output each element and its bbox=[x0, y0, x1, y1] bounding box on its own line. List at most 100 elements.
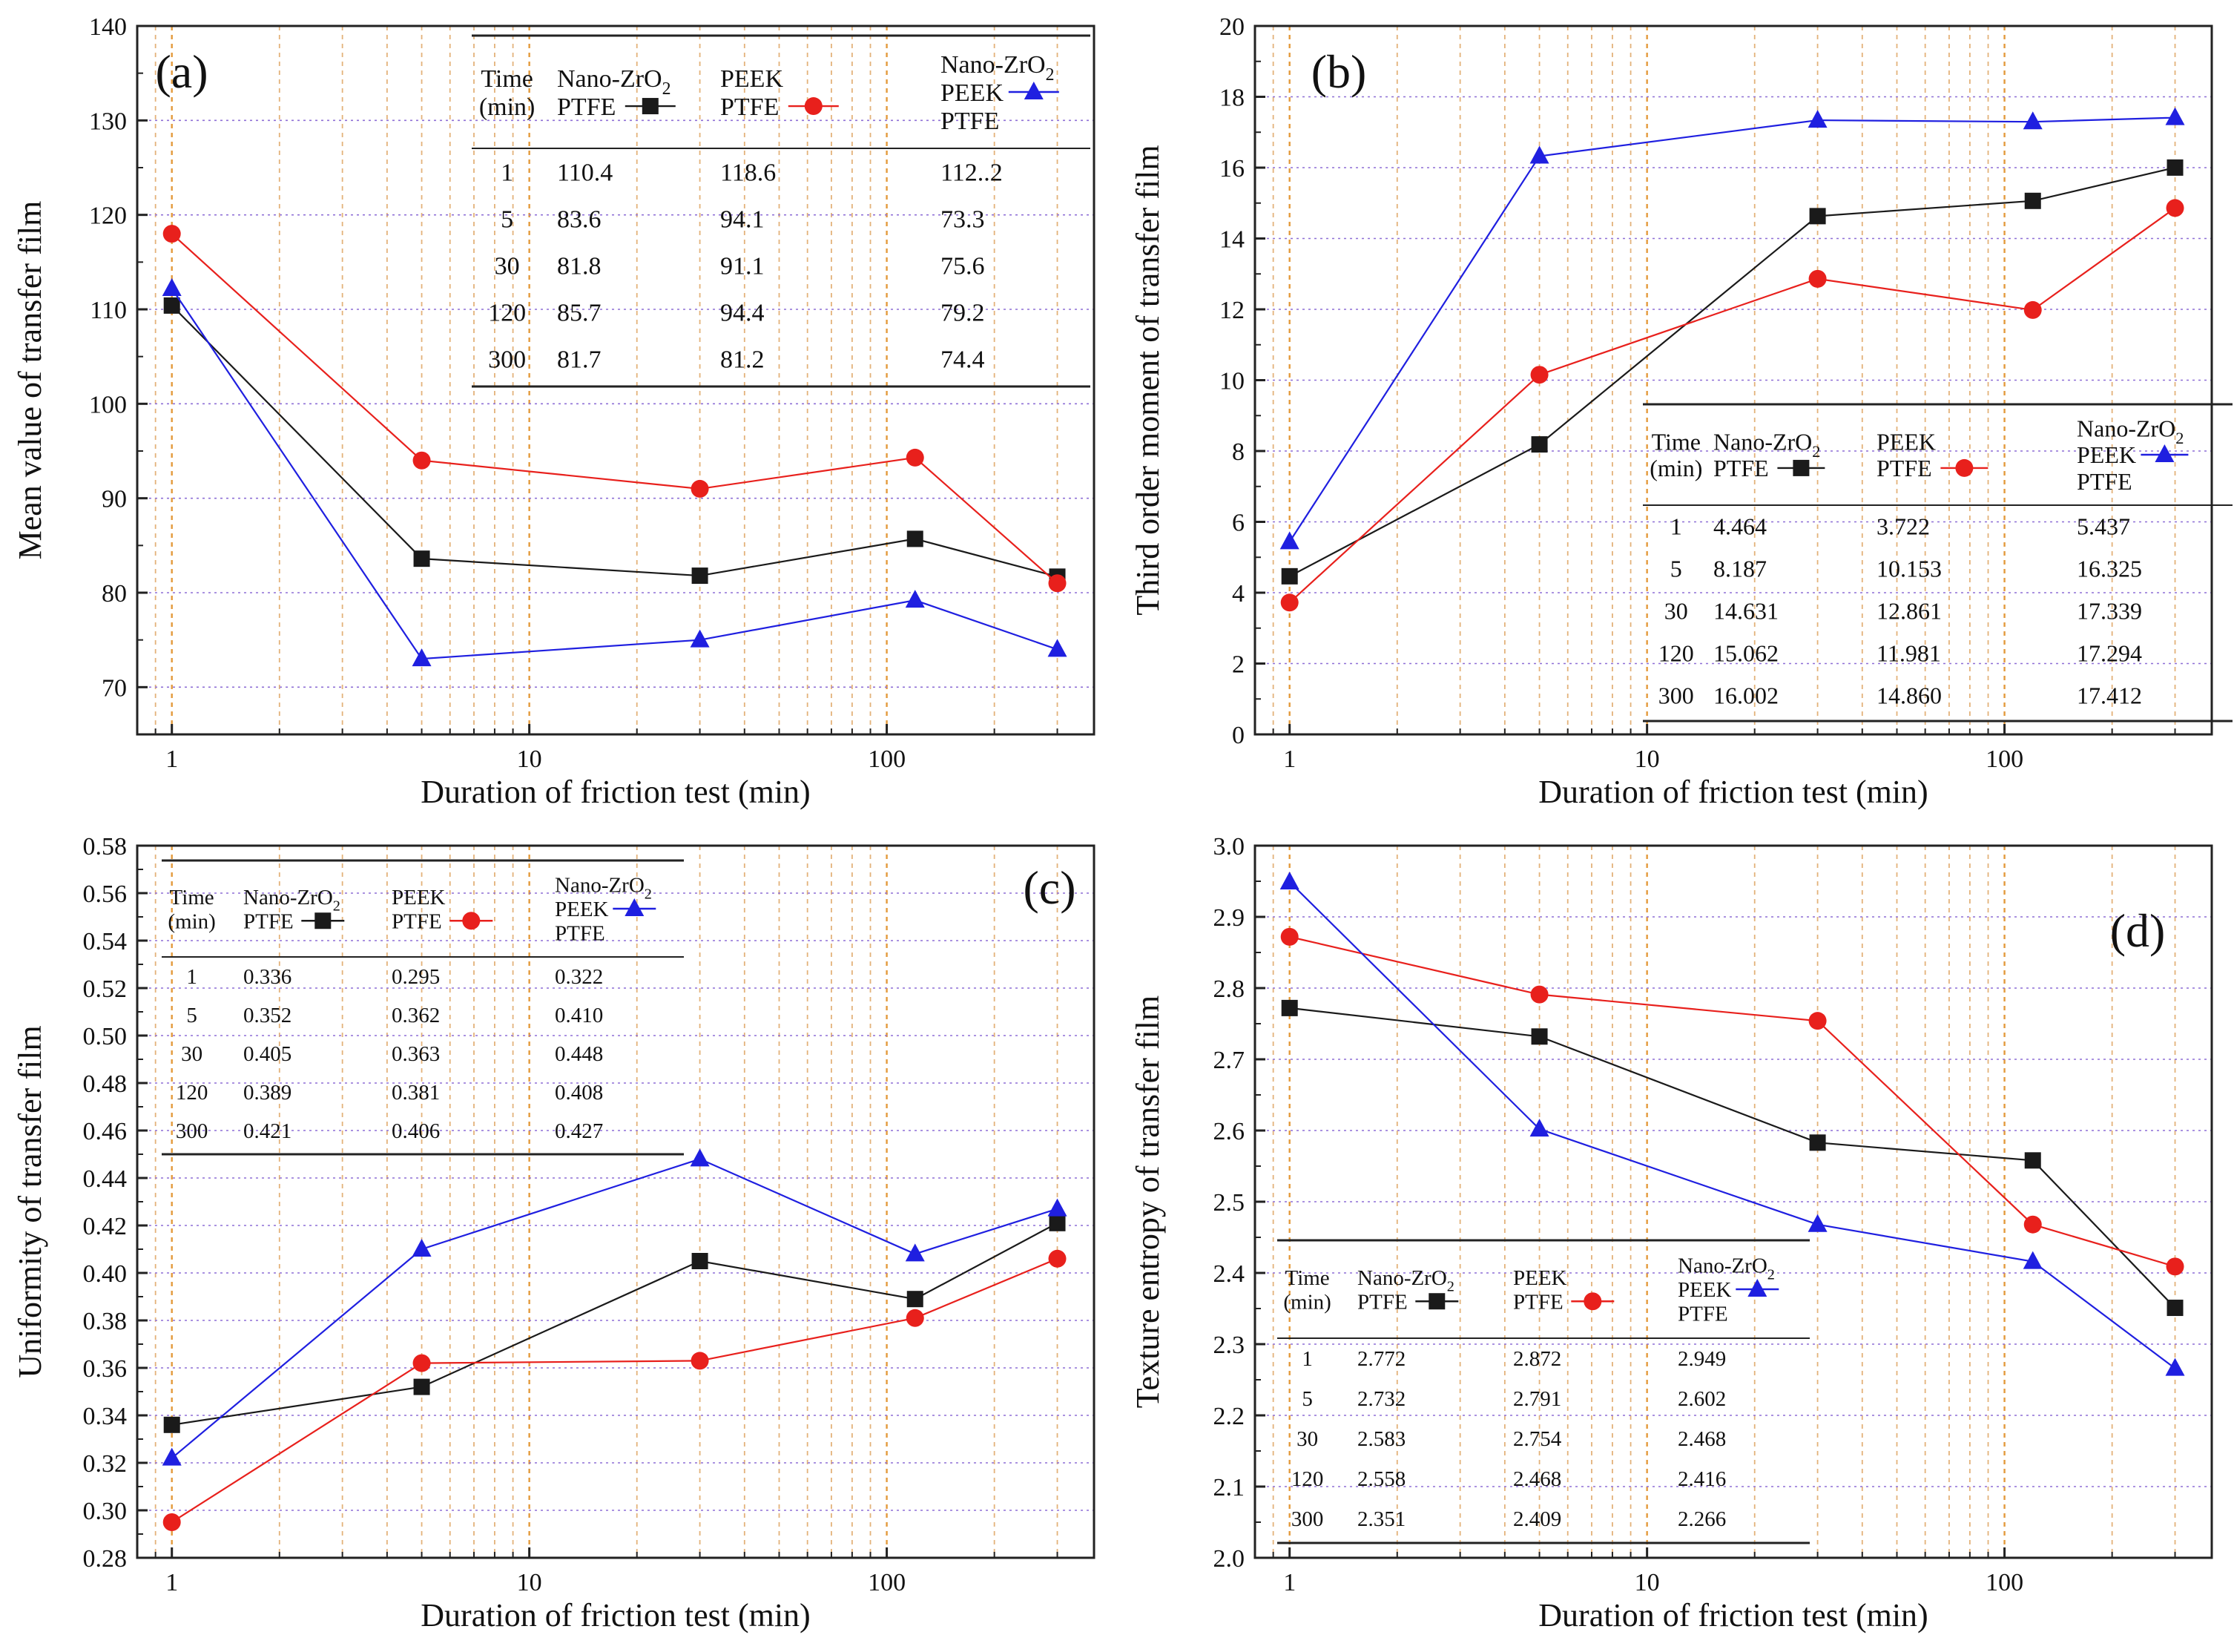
series-nano-zro2-ptfe bbox=[1281, 159, 2184, 585]
table-header-label: PEEK bbox=[1877, 428, 1936, 455]
plot-frame bbox=[136, 24, 1095, 736]
table-cell-value: 85.7 bbox=[557, 299, 602, 326]
x-tick-label: 100 bbox=[868, 1569, 906, 1596]
y-tick-label: 0.44 bbox=[83, 1165, 128, 1193]
data-point bbox=[2023, 111, 2043, 130]
y-axis: 0 2 4 6 8 10 12 14 16 18 20 bbox=[1219, 13, 1265, 749]
table-cell-time: 300 bbox=[488, 346, 526, 373]
table-cell-value: 0.295 bbox=[392, 965, 440, 989]
table-header-label: PTFE bbox=[1513, 1290, 1564, 1314]
table-header-time: Time bbox=[1285, 1266, 1330, 1290]
data-point bbox=[1529, 145, 1549, 164]
data-point bbox=[690, 1148, 710, 1167]
table-cell-time: 5 bbox=[501, 205, 513, 233]
table-cell-value: 81.7 bbox=[557, 346, 602, 373]
x-tick-label: 10 bbox=[1635, 1569, 1660, 1596]
table-cell-time: 30 bbox=[495, 252, 520, 280]
table-cell-value: 112..2 bbox=[940, 159, 1003, 186]
table-header-label: PTFE bbox=[1713, 455, 1769, 481]
table-cell-value: 2.583 bbox=[1357, 1427, 1406, 1451]
y-tick-label: 2.4 bbox=[1213, 1260, 1245, 1288]
table-cell-value: 2.772 bbox=[1357, 1347, 1406, 1371]
data-point bbox=[162, 277, 182, 296]
data-point bbox=[1047, 1198, 1067, 1217]
y-tick-label: 110 bbox=[90, 297, 127, 324]
table-header-label: PEEK bbox=[2077, 441, 2136, 468]
table-cell-time: 5 bbox=[1302, 1387, 1313, 1411]
table-cell-value: 2.949 bbox=[1678, 1347, 1726, 1371]
x-tick-label: 1 bbox=[165, 746, 178, 773]
y-tick-label: 0 bbox=[1232, 722, 1245, 749]
y-tick-label: 18 bbox=[1219, 85, 1245, 112]
table-cell-value: 73.3 bbox=[940, 205, 985, 233]
y-tick-label: 0.36 bbox=[83, 1355, 128, 1383]
y-tick-label: 70 bbox=[102, 674, 127, 702]
y-tick-label: 0.46 bbox=[83, 1118, 128, 1145]
legend-swatch-marker bbox=[1747, 1279, 1767, 1297]
data-point bbox=[162, 1513, 181, 1531]
table-header-label: PTFE bbox=[555, 922, 605, 946]
y-axis-title: Third order moment of transfer film bbox=[1130, 145, 1166, 615]
table-cell-value: 0.362 bbox=[392, 1004, 440, 1027]
y-tick-label: 0.38 bbox=[83, 1308, 128, 1335]
data-point bbox=[2023, 1215, 2042, 1234]
table-header-label: PEEK bbox=[940, 79, 1004, 107]
table-header-label: PEEK bbox=[1678, 1278, 1732, 1302]
series-peek-ptfe bbox=[162, 1249, 1067, 1531]
table-cell-time: 30 bbox=[1664, 598, 1688, 625]
y-tick-label: 140 bbox=[89, 13, 127, 41]
panel-label: (d) bbox=[2110, 904, 2166, 957]
y-tick-label: 0.50 bbox=[83, 1023, 128, 1050]
data-point bbox=[1279, 531, 1299, 550]
table-cell-value: 4.464 bbox=[1713, 513, 1767, 540]
y-tick-label: 2.7 bbox=[1213, 1047, 1245, 1074]
table-cell-value: 81.8 bbox=[557, 252, 602, 280]
x-axis-title: Duration of friction test (min) bbox=[1538, 1597, 1928, 1633]
y-tick-label: 2.2 bbox=[1213, 1403, 1245, 1430]
legend-swatch-marker bbox=[1024, 82, 1044, 99]
table-cell-value: 2.754 bbox=[1513, 1427, 1562, 1451]
table-cell-value: 0.427 bbox=[555, 1119, 603, 1143]
series-nano-zro2-ptfe bbox=[163, 297, 1066, 585]
data-point bbox=[162, 225, 181, 243]
table-cell-value: 110.4 bbox=[557, 159, 613, 186]
table-cell-value: 75.6 bbox=[940, 252, 985, 280]
table-cell-value: 0.322 bbox=[555, 965, 603, 989]
data-point bbox=[1048, 1249, 1067, 1268]
y-tick-label: 14 bbox=[1219, 226, 1245, 254]
data-point bbox=[906, 1309, 924, 1327]
legend-swatch-marker bbox=[2155, 444, 2175, 462]
y-tick-label: 8 bbox=[1232, 438, 1245, 466]
y-tick-label: 0.32 bbox=[83, 1450, 128, 1478]
table-cell-value: 2.602 bbox=[1678, 1387, 1726, 1411]
legend-swatch-marker bbox=[462, 912, 481, 930]
y-tick-label: 20 bbox=[1219, 13, 1245, 41]
series-nano-zro2-peek-ptfe bbox=[162, 277, 1067, 667]
table-cell-value: 17.339 bbox=[2077, 598, 2142, 625]
data-point bbox=[1808, 1214, 1828, 1232]
series-nano-zro2-peek-ptfe bbox=[162, 1148, 1067, 1466]
table-cell-value: 0.410 bbox=[555, 1004, 603, 1027]
y-tick-label: 2 bbox=[1232, 651, 1245, 679]
table-cell-time: 1 bbox=[1670, 513, 1682, 540]
table-cell-value: 0.363 bbox=[392, 1042, 440, 1066]
grid bbox=[1254, 25, 2212, 735]
data-point bbox=[1048, 574, 1067, 593]
data-point bbox=[1809, 208, 1826, 225]
table-header-label: PEEK bbox=[555, 898, 609, 921]
data-point bbox=[163, 1416, 180, 1433]
table-cell-value: 0.389 bbox=[243, 1081, 291, 1105]
y-tick-label: 120 bbox=[89, 203, 127, 230]
data-point bbox=[2165, 107, 2185, 125]
table-cell-time: 120 bbox=[176, 1081, 208, 1105]
table-cell-value: 16.325 bbox=[2077, 556, 2142, 582]
series-peek-ptfe bbox=[1280, 927, 2184, 1276]
table-cell-value: 10.153 bbox=[1877, 556, 1942, 582]
table-cell-value: 0.381 bbox=[392, 1081, 440, 1105]
table-cell-value: 16.002 bbox=[1713, 682, 1779, 709]
table-cell-time: 120 bbox=[1291, 1467, 1324, 1491]
y-tick-label: 0.54 bbox=[83, 928, 128, 955]
panel-label: (c) bbox=[1023, 861, 1075, 914]
